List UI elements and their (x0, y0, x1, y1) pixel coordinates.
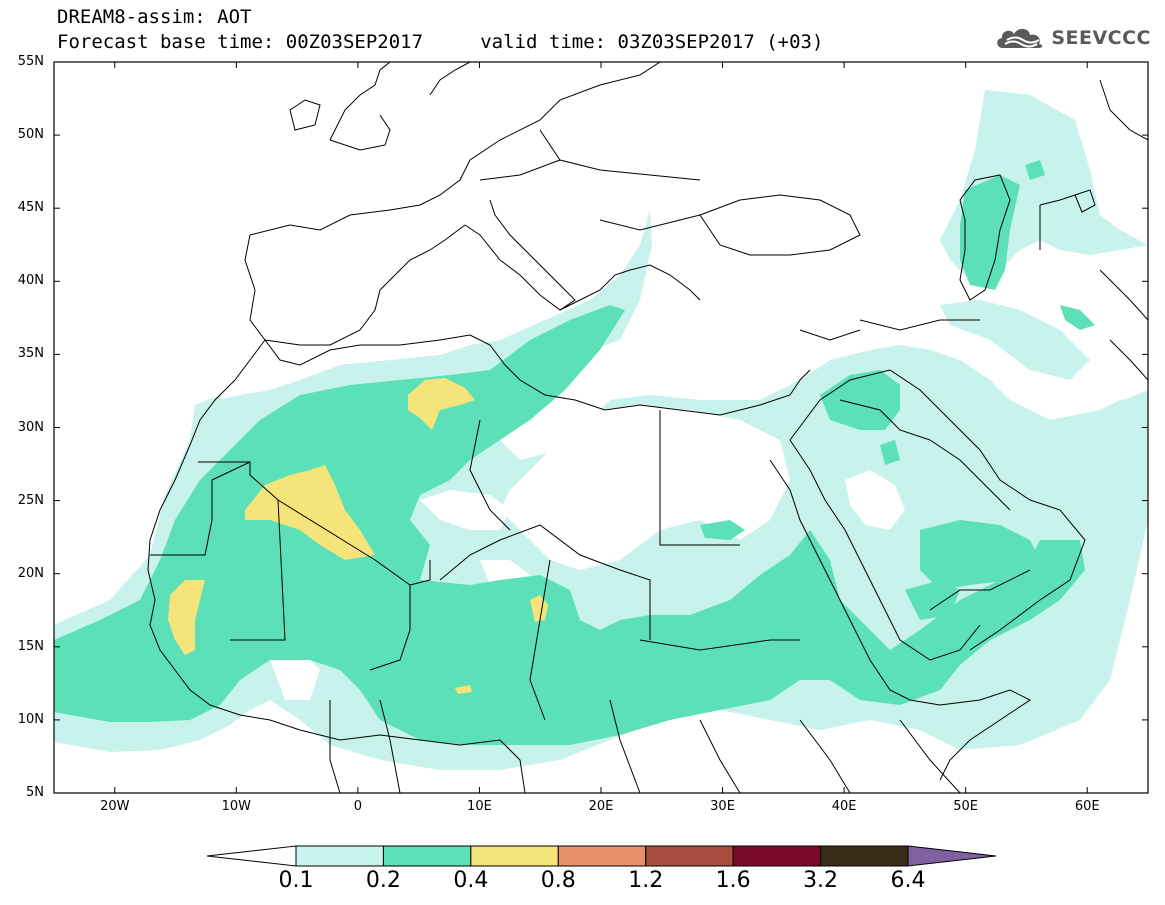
aot-contour-0.2 (54, 160, 1095, 745)
cloud-icon (997, 28, 1043, 48)
colorbar-box (382, 845, 472, 867)
colorbar-level-label: 0.1 (278, 868, 314, 893)
coastlines-and-borders (147, 62, 1148, 793)
forecast-time-line: Forecast base time: 00Z03SEP2017 valid t… (57, 31, 824, 53)
logo-text: SEEVCCC (1051, 27, 1151, 49)
colorbar-box (470, 845, 559, 867)
lon-tick-label: 60E (1074, 799, 1100, 814)
axis-ticks (54, 61, 1148, 794)
lat-tick-label: 10N (17, 711, 44, 727)
lat-tick-label: 20N (17, 565, 44, 581)
colorbar-level-label: 0.8 (540, 868, 576, 893)
colorbar-box (295, 845, 384, 867)
lat-tick-label: 50N (17, 127, 44, 143)
colorbar-box (732, 845, 822, 867)
colorbar-box (820, 845, 909, 867)
lon-tick-label: 10E (467, 799, 492, 814)
lat-tick-label: 55N (17, 54, 44, 69)
colorbar-level-label: 3.2 (803, 868, 839, 893)
colorbar-level-label: 1.6 (715, 868, 751, 893)
lon-tick-label: 20E (588, 799, 614, 814)
lat-tick-label: 15N (17, 638, 44, 654)
lon-tick-label: 20W (100, 799, 130, 814)
colorbar-box (557, 845, 647, 867)
lon-tick-label: 50E (953, 799, 979, 814)
lat-tick-label: 25N (17, 492, 44, 508)
colorbar-high-arrow (907, 845, 997, 867)
lon-tick-label: 30E (710, 799, 735, 814)
lat-tick-label: 30N (17, 419, 44, 435)
lon-tick-label: 10W (221, 799, 252, 814)
colorbar-level-label: 0.2 (365, 868, 401, 893)
lat-tick-label: 5N (26, 785, 44, 800)
colorbar-level-label: 6.4 (890, 868, 926, 893)
colorbar-level-label: 0.4 (453, 868, 489, 893)
colorbar-low-arrow (206, 845, 297, 867)
lat-tick-label: 35N (17, 346, 44, 362)
product-title: DREAM8-assim: AOT (57, 6, 252, 28)
lat-tick-label: 45N (17, 200, 44, 216)
colorbar-box (645, 845, 734, 867)
lon-tick-label: 40E (831, 799, 857, 814)
seevccc-logo: SEEVCCC (993, 24, 1151, 52)
lon-tick-label: 0 (353, 799, 363, 814)
colorbar (206, 845, 997, 867)
lat-tick-label: 40N (17, 273, 44, 289)
colorbar-level-label: 1.2 (628, 868, 664, 893)
aot-contour-0.4 (168, 378, 548, 694)
